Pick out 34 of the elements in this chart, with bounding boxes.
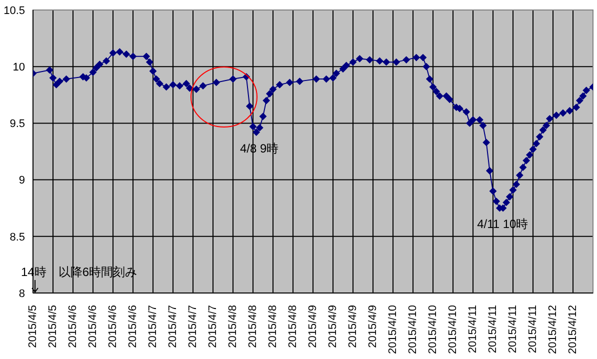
x-tick-label: 2015/4/12 [567,305,579,354]
x-tick-label: 2015/4/11 [467,305,479,354]
x-tick-label: 2015/4/7 [147,305,159,348]
x-tick-label: 2015/4/9 [307,305,319,348]
x-tick-label: 2015/4/9 [327,305,339,348]
x-tick-label: 2015/4/5 [47,305,59,348]
y-tick-label: 8.5 [10,231,25,244]
x-tick-label: 2015/4/10 [387,305,399,354]
x-tick-label: 2015/4/10 [447,305,459,354]
x-tick-label: 2015/4/9 [347,305,359,348]
x-tick-label: 2015/4/12 [547,305,559,354]
x-tick-label: 2015/4/11 [507,305,519,354]
x-tick-label: 2015/4/8 [267,305,279,348]
x-tick-label: 2015/4/11 [527,305,539,354]
x-tick-label: 2015/4/8 [247,305,259,348]
x-tick-label: 2015/4/6 [107,305,119,348]
x-tick-label: 2015/4/11 [487,305,499,354]
x-tick-label: 2015/4/10 [407,305,419,354]
x-tick-label: 2015/4/8 [227,305,239,348]
x-tick-label: 2015/4/5 [27,305,39,348]
y-tick-label: 8 [18,288,25,300]
x-tick-label: 2015/4/6 [127,305,139,348]
x-tick-label: 2015/4/7 [167,305,179,348]
x-tick-label: 2015/4/9 [367,305,379,348]
y-tick-label: 9 [18,174,25,187]
x-tick-label: 2015/4/8 [287,305,299,348]
y-tick-label: 10.5 [4,4,25,17]
y-tick-label: 10 [12,62,25,74]
x-tick-label: 2015/4/7 [207,305,219,348]
x-tick-label: 2015/4/6 [67,305,79,348]
x-tick-label: 2015/4/6 [87,305,99,348]
y-tick-label: 9.5 [10,118,25,130]
x-tick-label: 2015/4/10 [427,305,439,354]
x-tick-label: 2015/4/7 [187,305,199,348]
